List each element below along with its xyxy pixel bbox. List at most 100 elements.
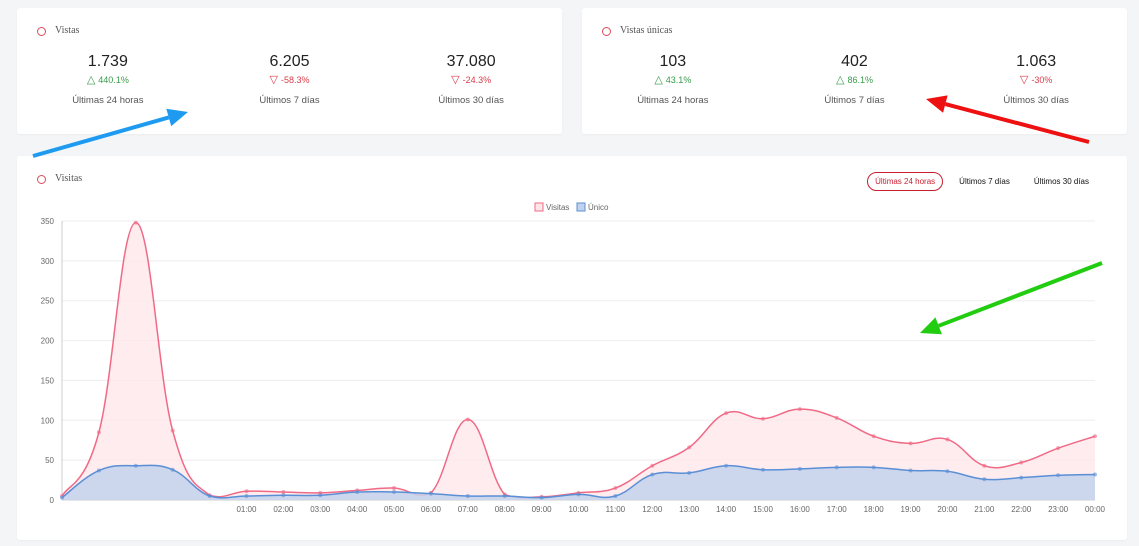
stat-value: 402: [841, 53, 868, 70]
stat-change-value: 440.1%: [98, 75, 129, 85]
data-point: [982, 463, 987, 468]
stat-value: 1.739: [87, 53, 128, 70]
range-7d-button[interactable]: Últimos 7 días: [959, 177, 1010, 186]
x-tick-label: 11:00: [606, 505, 626, 514]
data-point: [576, 492, 581, 497]
x-tick-label: 21:00: [974, 505, 995, 514]
x-tick-label: 13:00: [679, 505, 700, 514]
x-tick-label: 04:00: [347, 505, 368, 514]
circle-icon: [37, 174, 46, 184]
data-point: [1019, 460, 1024, 465]
legend-label: Visitas: [546, 203, 569, 212]
data-point: [244, 489, 249, 494]
stat-change: ▽ -30%: [945, 74, 1127, 86]
vistas-stats: 1.739 △ 440.1% Últimas 24 horas 6.205 ▽ …: [17, 52, 562, 106]
stat-30d: 1.063 ▽ -30% Últimos 30 días: [945, 52, 1127, 106]
triangle-down-icon: ▽: [269, 73, 278, 86]
triangle-down-icon: ▽: [451, 73, 460, 86]
stat-change-value: -30%: [1031, 75, 1053, 85]
stat-24h: 1.739 △ 440.1% Últimas 24 horas: [17, 52, 199, 106]
y-tick-label: 350: [41, 217, 55, 226]
data-point: [724, 411, 729, 416]
data-point: [687, 470, 692, 475]
stat-change: ▽ -24.3%: [380, 74, 562, 86]
data-point: [834, 465, 839, 470]
data-point: [96, 430, 101, 435]
x-tick-label: 23:00: [1048, 505, 1069, 514]
data-point: [133, 463, 138, 468]
stat-change-value: 86.1%: [847, 75, 873, 85]
y-tick-label: 100: [41, 416, 55, 425]
data-point: [613, 486, 618, 491]
data-point: [428, 491, 433, 496]
stat-period: Últimos 30 días: [1003, 95, 1069, 106]
data-point: [613, 494, 618, 499]
data-point: [945, 469, 950, 474]
series-area-visitas: [62, 222, 1095, 500]
x-tick-label: 20:00: [937, 505, 958, 514]
x-tick-label: 07:00: [458, 505, 479, 514]
visitas-chart-card: Visitas Últimas 24 horas Últimos 7 días …: [17, 156, 1127, 540]
stat-7d: 402 △ 86.1% Últimos 7 días: [764, 52, 946, 106]
stat-24h: 103 △ 43.1% Últimas 24 horas: [582, 52, 764, 106]
visitas-chart-title: Visitas: [55, 173, 83, 184]
stat-value: 37.080: [446, 53, 496, 70]
stat-value: 6.205: [269, 53, 310, 70]
data-point: [1019, 475, 1024, 480]
data-point: [502, 494, 507, 499]
data-point: [392, 486, 397, 491]
legend-swatch: [576, 202, 586, 212]
vistas-unicas-card: Vistas únicas 103 △ 43.1% Últimas 24 hor…: [582, 8, 1127, 134]
data-point: [760, 467, 765, 472]
data-point: [982, 477, 987, 482]
x-tick-label: 01:00: [236, 505, 257, 514]
x-tick-label: 15:00: [753, 505, 774, 514]
x-tick-label: 08:00: [495, 505, 516, 514]
vistas-unicas-title: Vistas únicas: [620, 25, 673, 36]
range-24h-button[interactable]: Últimas 24 horas: [867, 172, 944, 191]
data-point: [465, 417, 470, 422]
x-tick-label: 16:00: [790, 505, 811, 514]
y-tick-label: 250: [41, 297, 55, 306]
data-point: [1056, 473, 1061, 478]
x-tick-label: 14:00: [716, 505, 737, 514]
y-tick-label: 300: [41, 257, 55, 266]
data-point: [1093, 434, 1097, 439]
x-tick-label: 00:00: [1085, 505, 1106, 514]
triangle-up-icon: △: [654, 73, 663, 86]
data-point: [96, 468, 101, 473]
triangle-up-icon: △: [835, 73, 845, 86]
data-point: [760, 416, 765, 421]
data-point: [687, 445, 692, 450]
data-point: [465, 494, 470, 499]
data-point: [1093, 472, 1097, 477]
data-point: [244, 494, 249, 499]
vistas-card-header: Vistas: [37, 26, 79, 36]
data-point: [281, 490, 286, 495]
stat-period: Últimos 7 días: [259, 95, 320, 106]
stat-period: Últimos 7 días: [824, 95, 885, 106]
stat-30d: 37.080 ▽ -24.3% Últimos 30 días: [380, 52, 562, 106]
data-point: [355, 490, 360, 495]
range-30d-button[interactable]: Últimos 30 días: [1033, 177, 1089, 186]
data-point: [908, 441, 913, 446]
visitas-chart: 0 50 100 150 200 250 300 350 01:00 02:00 03:00 04:0…: [41, 202, 1106, 514]
stat-value: 1.063: [1016, 53, 1057, 70]
stat-change-value: -24.3%: [462, 75, 492, 85]
stat-change-value: 43.1%: [665, 75, 692, 85]
data-point: [318, 493, 323, 498]
data-point: [945, 437, 950, 442]
data-point: [392, 490, 397, 495]
vistas-card: Vistas 1.739 △ 440.1% Últimas 24 horas 6…: [17, 8, 562, 134]
y-tick-label: 200: [41, 337, 55, 346]
stat-period: Últimas 24 horas: [637, 95, 709, 106]
x-tick-label: 09:00: [532, 505, 553, 514]
vistas-unicas-stats: 103 △ 43.1% Últimas 24 horas 402 △ 86.1%…: [582, 52, 1127, 106]
circle-icon: [602, 26, 611, 36]
data-point: [724, 463, 729, 468]
x-tick-label: 12:00: [642, 505, 663, 514]
circle-icon: [37, 26, 46, 36]
data-point: [170, 428, 175, 433]
data-point: [908, 468, 913, 473]
x-tick-label: 10:00: [568, 505, 589, 514]
